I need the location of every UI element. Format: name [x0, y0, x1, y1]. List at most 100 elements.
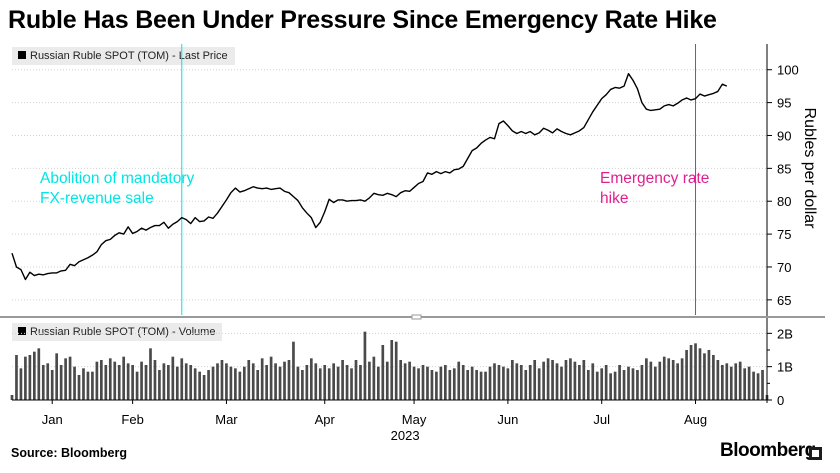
volume-bar — [171, 356, 175, 400]
volume-bar — [117, 365, 121, 400]
volume-bar — [627, 366, 630, 400]
volume-bar — [350, 368, 353, 400]
volume-bar — [91, 371, 94, 400]
volume-bar — [238, 371, 242, 400]
volume-legend: Russian Ruble SPOT (TOM) - Volume — [12, 323, 223, 341]
volume-bar — [162, 363, 166, 400]
volume-bar — [211, 366, 215, 400]
volume-bar — [564, 360, 568, 400]
volume-bar — [37, 348, 41, 400]
volume-bar — [756, 373, 760, 400]
volume-y-tick-label: 2B — [777, 326, 793, 341]
volume-bar — [260, 358, 264, 400]
volume-bar — [640, 365, 644, 400]
volume-bar — [519, 365, 523, 400]
volume-bar — [578, 365, 581, 400]
axes: 65 70 75 80 85 90 95 100 0 1B 2B Rubles per dollar J… — [0, 44, 825, 443]
legend-swatch — [18, 51, 26, 59]
volume-bar — [113, 361, 117, 400]
volume-bar — [77, 375, 81, 400]
volume-bar — [341, 360, 344, 400]
price-series-line — [11, 72, 728, 281]
volume-bar — [680, 358, 684, 400]
volume-bar — [86, 371, 90, 400]
volume-bar — [497, 365, 501, 400]
volume-bar — [729, 366, 733, 400]
volume-bar — [412, 366, 416, 400]
volume-bar — [658, 361, 662, 400]
volume-bar — [28, 355, 32, 400]
price-legend: Russian Ruble SPOT (TOM) - Last Price — [12, 47, 235, 65]
price-y-tick-label: 90 — [777, 128, 791, 143]
volume-bar — [591, 363, 595, 400]
volume-bar — [247, 360, 251, 400]
volume-bar — [457, 361, 461, 400]
x-tick-label: May — [402, 412, 427, 427]
volume-bar — [502, 366, 505, 400]
volume-bar — [448, 370, 452, 400]
volume-bar — [202, 375, 206, 400]
volume-bar — [439, 366, 443, 400]
volume-bar — [153, 360, 157, 400]
volume-bar — [394, 341, 398, 400]
volume-bar — [68, 356, 72, 400]
annotation-text: Abolition of mandatory — [40, 170, 194, 187]
volume-bar — [493, 363, 496, 400]
volume-bar — [645, 358, 648, 400]
volume-bar — [511, 360, 514, 400]
price-y-axis-label: Rubles per dollar — [801, 108, 818, 230]
volume-bar — [618, 365, 621, 400]
volume-bar — [604, 365, 608, 400]
volume-bar — [676, 363, 679, 400]
volume-bar — [225, 363, 228, 400]
panel-resize-handle-icon — [411, 314, 422, 320]
volume-bar — [622, 370, 626, 400]
volume-bar — [479, 371, 483, 400]
volume-bar — [193, 368, 197, 400]
volume-bar — [636, 370, 639, 400]
volume-bar — [461, 365, 465, 400]
volume-bar — [720, 365, 724, 400]
annotations: Abolition of mandatory FX-revenue sale Eme… — [40, 44, 709, 315]
volume-bar — [694, 343, 697, 400]
volume-bar — [506, 368, 510, 400]
volume-bar — [64, 358, 67, 400]
volume-bar — [528, 365, 532, 400]
volume-bar — [761, 370, 764, 400]
volume-bar — [725, 363, 729, 400]
x-tick-label: Jun — [497, 412, 518, 427]
volume-bar — [314, 363, 318, 400]
volume-bar — [318, 368, 322, 400]
volume-bar — [600, 368, 604, 400]
volume-bar — [46, 363, 50, 400]
volume-bar — [707, 350, 711, 400]
volume-bar — [703, 353, 706, 400]
volume-bar — [475, 370, 478, 400]
volume-bar — [372, 356, 376, 400]
volume-bar — [144, 365, 148, 400]
volume-panel — [10, 331, 769, 400]
volume-bar — [251, 363, 255, 400]
volume-bar — [569, 358, 572, 400]
volume-bar — [265, 365, 268, 400]
x-year-label: 2023 — [391, 428, 420, 443]
volume-bar — [354, 360, 358, 400]
volume-bar — [524, 370, 528, 400]
volume-bar — [140, 361, 143, 400]
volume-bar — [667, 358, 671, 400]
volume-bar — [542, 361, 545, 400]
volume-bar — [653, 366, 657, 400]
volume-bar — [452, 368, 456, 400]
volume-bar — [671, 360, 675, 400]
volume-bar — [207, 370, 210, 400]
volume-bar — [180, 358, 184, 400]
annotation-text: hike — [600, 190, 628, 207]
volume-bar — [301, 370, 304, 400]
volume-bar — [229, 366, 233, 400]
volume-bar — [734, 363, 738, 400]
volume-bar — [59, 365, 63, 400]
volume-bar — [323, 365, 327, 400]
volume-bar — [73, 366, 76, 400]
volume-bar — [19, 368, 23, 400]
volume-bar — [368, 361, 371, 400]
